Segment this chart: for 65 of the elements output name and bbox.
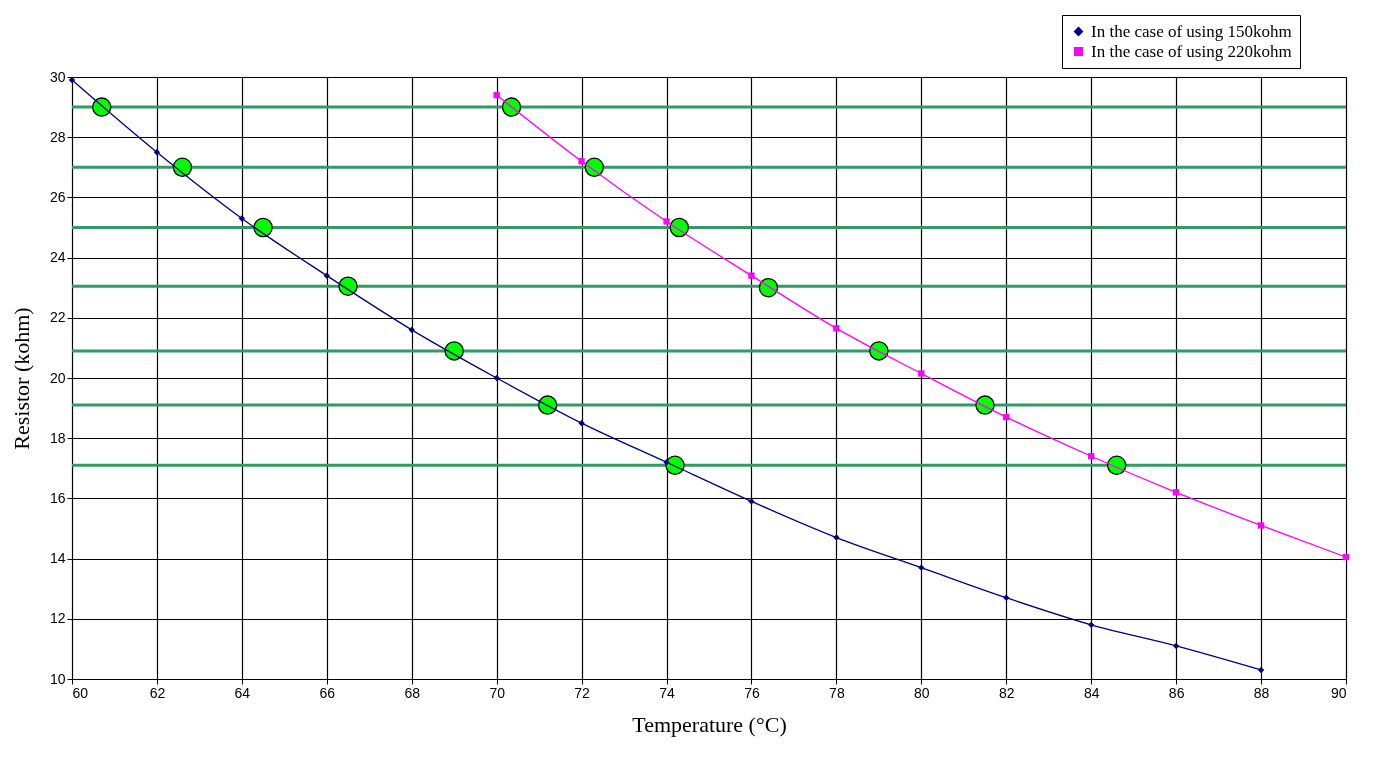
y-tick-label: 22 [49,309,66,326]
point [869,341,889,361]
point [444,341,464,361]
x-tick-label: 64 [234,684,251,701]
point [1003,413,1010,421]
point [578,158,585,165]
x-tick-label: 78 [829,684,845,701]
legend-label: In the case of using 220kohm [1091,41,1292,61]
point [153,149,161,156]
y-tick-label: 16 [49,489,66,506]
point [501,97,522,117]
point [1257,522,1265,529]
x-tick-label: 70 [489,684,506,701]
point [748,272,755,279]
point [833,325,840,332]
point [1088,621,1095,628]
y-tick-label: 30 [49,68,66,85]
x-tick-label: 76 [744,684,760,701]
y-tick-label: 26 [49,188,66,205]
y-tick-label: 10 [49,670,66,687]
point [1172,489,1180,496]
x-tick-label: 82 [998,684,1015,701]
x-tick-label: 74 [659,684,676,701]
x-tick-label: 80 [914,684,930,701]
x-tick-label: 60 [72,684,89,701]
point [833,534,840,541]
x-tick-label: 90 [1330,684,1347,701]
y-tick-label: 14 [49,550,66,567]
point [172,157,193,178]
point [1257,666,1265,674]
point [1172,642,1180,650]
point [578,419,585,427]
point [1088,453,1095,460]
x-tick-label: 68 [404,684,421,701]
point [493,374,500,382]
point [253,217,273,238]
point [663,218,670,225]
y-tick-label: 28 [49,128,66,145]
x-tick-label: 84 [1083,684,1100,701]
point [918,564,925,571]
point [493,91,500,99]
point [758,277,779,298]
y-tick-label: 18 [49,429,66,446]
point [1106,455,1127,476]
point [748,498,755,505]
x-axis-title: Temperature (°C) [632,711,787,737]
point [238,215,246,222]
legend-label: In the case of using 150kohm [1091,21,1292,41]
point [663,459,670,466]
x-tick-label: 72 [574,684,591,701]
x-tick-label: 86 [1168,684,1185,701]
point [323,272,330,279]
y-axis-title: Resistor (kohm) [8,307,34,450]
y-tick-label: 20 [49,369,66,386]
y-tick-label: 24 [49,249,66,266]
point [584,157,605,178]
point [975,395,995,415]
x-tick-label: 66 [319,684,336,701]
x-tick-label: 62 [149,684,166,701]
point [1342,553,1350,561]
y-tick-label: 12 [49,610,66,627]
x-tick-label: 88 [1253,684,1270,701]
point [408,326,415,333]
point [918,370,925,377]
point [1003,594,1010,601]
